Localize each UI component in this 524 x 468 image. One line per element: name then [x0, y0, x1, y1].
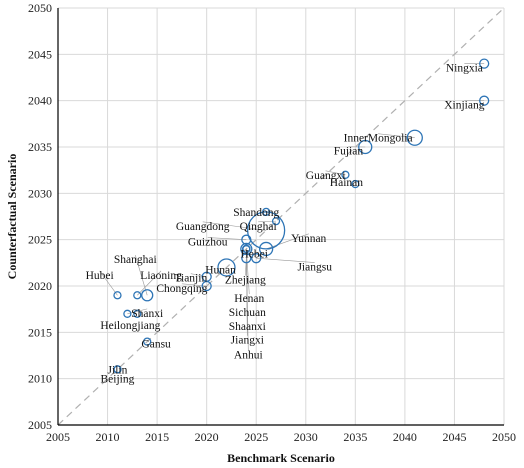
leader-guizhou: [207, 237, 247, 240]
x-tick-label-9: 2050: [492, 430, 516, 444]
leader-guangdong: [202, 221, 267, 231]
point-label-sichuan: Sichuan: [229, 307, 266, 319]
bubble-hainan: [351, 179, 360, 189]
y-tick-labels: 2005 2010 2015 2020 2025 2030 2035 2040 2045 2050: [28, 1, 52, 432]
leader-inner-mongolia: [378, 133, 415, 139]
leader-hubei: [99, 270, 118, 296]
point-label-qinghai: Qinghai: [240, 221, 277, 233]
leader-henan: [246, 248, 250, 295]
point-label-heilongjiang: Heilongjiang: [100, 320, 160, 332]
leader-yunnan: [266, 233, 309, 250]
bubble-liaoning: [133, 291, 142, 300]
y-tick-label-3: 2020: [28, 279, 52, 293]
bubble-anhui: [242, 244, 251, 254]
point-label-liaoning: Liaoning: [140, 270, 182, 282]
point-label-anhui: Anhui: [234, 350, 263, 362]
leader-shanghai: [135, 255, 148, 296]
bubble-shandong: [261, 207, 271, 217]
x-tick-label-5: 2030: [294, 430, 318, 444]
bubble-ningxia: [479, 58, 490, 69]
y-tick-label-0: 2005: [28, 418, 52, 432]
bubble-heilongjiang: [133, 309, 142, 318]
x-tick-label-6: 2035: [343, 430, 367, 444]
bubble-jiangsu: [251, 253, 262, 264]
point-label-inner-mongolia: InnerMongolia: [344, 133, 413, 145]
bubble-qinghai: [271, 216, 281, 226]
bubble-fujian: [358, 139, 373, 155]
x-tick-label-4: 2025: [244, 430, 268, 444]
point-label-hubei: Hubei: [86, 270, 114, 282]
x-tick-label-8: 2045: [442, 430, 466, 444]
bubble-inner-mongolia: [406, 129, 423, 146]
point-label-henan: Henan: [234, 293, 264, 305]
point-label-yunnan: Yunnan: [291, 233, 326, 245]
point-label-hunan: Hunan: [205, 264, 236, 276]
leader-liaoning: [137, 270, 162, 296]
point-label-shaanxi: Shaanxi: [229, 321, 266, 333]
y-tick-label-8: 2045: [28, 47, 52, 61]
point-label-tianjin: Tianjin: [174, 273, 207, 285]
point-label-guangxi: Guangxi: [306, 170, 346, 182]
point-label-zhejiang: Zhejiang: [225, 275, 266, 287]
point-label-shanxi: Shanxi: [131, 308, 163, 320]
point-label-jilin: Jilin: [108, 364, 128, 376]
point-label-guangdong: Guangdong: [176, 221, 230, 233]
y-tick-label-1: 2010: [28, 372, 52, 386]
x-tick-label-2: 2015: [145, 430, 169, 444]
point-label-beijing: Beijing: [101, 374, 135, 386]
point-label-shandong: Shandong: [233, 207, 279, 219]
point-label-chongqing: Chongqing: [156, 283, 207, 295]
point-label-ningxia: Ningxia: [446, 62, 483, 74]
x-tick-label-7: 2040: [393, 430, 417, 444]
bubble-shanghai: [141, 289, 154, 302]
bubble-chongqing: [201, 280, 212, 292]
bubble-guangdong: [246, 211, 286, 250]
bubble-beijing: [113, 365, 122, 374]
x-axis-title: Benchmark Scenario: [227, 451, 335, 465]
y-tick-label-4: 2025: [28, 233, 52, 247]
x-tick-label-3: 2020: [195, 430, 219, 444]
bubble-hunan: [217, 258, 236, 277]
reference-line-y-equals-x: [57, 7, 505, 426]
grid-lines: [58, 7, 505, 425]
bubble-guizhou: [241, 234, 252, 245]
leader-jiangsu: [256, 257, 315, 263]
bubble-hubei: [113, 291, 122, 300]
bubble-xinjiang: [479, 95, 490, 106]
point-label-jiangsu: Jiangsu: [297, 262, 332, 274]
leader-anhui: [246, 248, 249, 351]
leader-zhejiang: [245, 258, 247, 276]
label-leader-lines: [99, 63, 485, 351]
point-label-shanghai: Shanghai: [114, 254, 157, 266]
bubble-hebei: [240, 242, 253, 256]
y-axis-title: Counterfactual Scenario: [5, 154, 19, 280]
y-tick-label-6: 2035: [28, 140, 52, 154]
bubble-shanxi: [123, 309, 132, 318]
point-label-guizhou: Guizhou: [188, 237, 228, 249]
x-tick-label-0: 2005: [46, 430, 70, 444]
bubble-yunnan: [258, 241, 274, 257]
y-tick-label-5: 2030: [28, 186, 52, 200]
bubble-guangxi: [341, 170, 350, 179]
y-tick-label-7: 2040: [28, 94, 52, 108]
point-label-fujian: Fujian: [334, 146, 364, 158]
bubble-gansu: [143, 337, 152, 346]
point-label-hebei: Hebei: [241, 249, 268, 261]
leader-tianjin: [190, 273, 207, 278]
point-label-hainan: Hainan: [330, 177, 363, 189]
bubble-zhejiang: [241, 253, 252, 264]
point-label-xinjiang: Xinjiang: [444, 99, 484, 111]
x-tick-labels: 2005 2010 2015 2020 2025 2030 2035 2040 2045 2050: [46, 430, 516, 444]
y-tick-label-2: 2015: [28, 325, 52, 339]
point-label-gansu: Gansu: [141, 338, 171, 350]
y-tick-label-9: 2050: [28, 1, 52, 15]
x-tick-label-1: 2010: [96, 430, 120, 444]
bubbles: [113, 58, 490, 374]
point-label-jiangxi: Jiangxi: [231, 335, 264, 347]
